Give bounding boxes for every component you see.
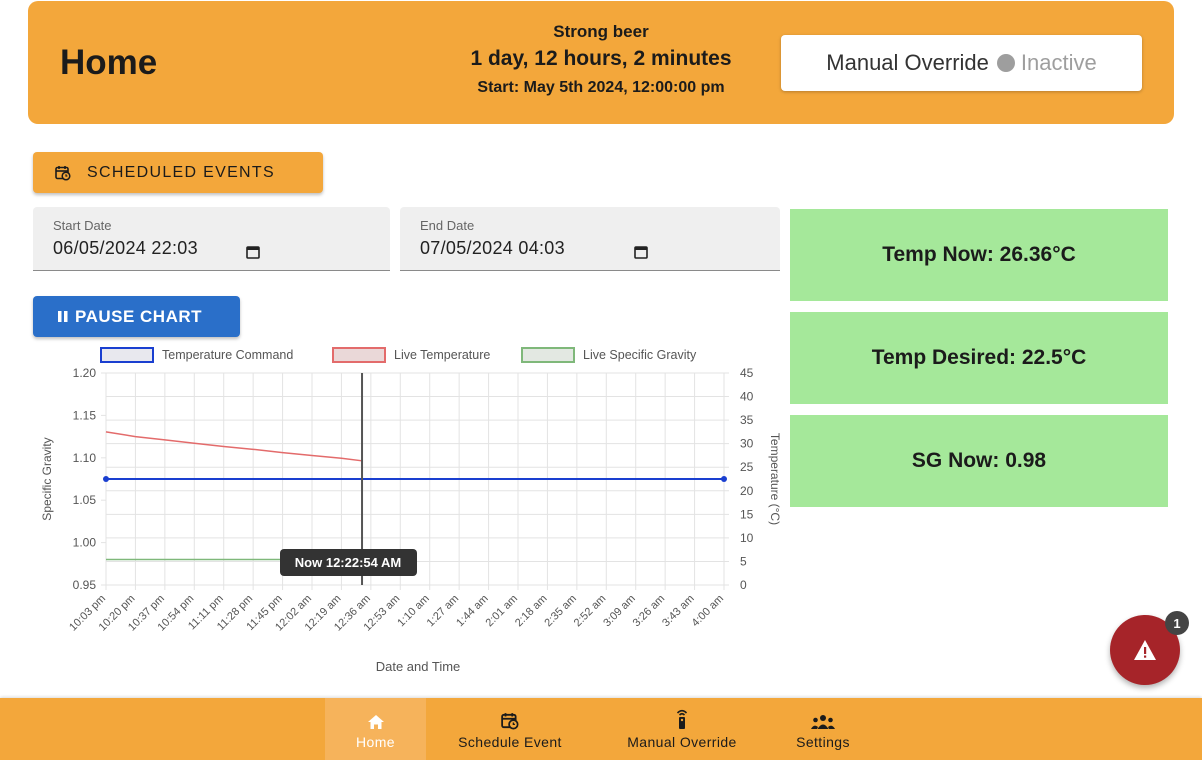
scheduled-events-label: SCHEDULED EVENTS [87, 163, 275, 181]
nav-schedule-event-label: Schedule Event [458, 734, 562, 750]
y-right-tick-label: 15 [740, 507, 754, 521]
data-point [103, 476, 109, 482]
temp-now-card: Temp Now: 26.36°C [790, 209, 1168, 301]
brew-summary: Strong beer 1 day, 12 hours, 2 minutes S… [438, 21, 764, 101]
start-date-field[interactable]: Start Date 06/05/2024 22:03 [33, 207, 390, 271]
legend-swatch [521, 347, 575, 363]
y-right-tick-label: 10 [740, 531, 754, 545]
y-right-tick-label: 0 [740, 578, 747, 592]
y-right-tick-label: 40 [740, 390, 754, 404]
end-date-field[interactable]: End Date 07/05/2024 04:03 [400, 207, 780, 271]
nav-manual-override[interactable]: Manual Override [602, 698, 762, 760]
nav-settings[interactable]: Settings [776, 698, 870, 760]
nav-schedule-event[interactable]: Schedule Event [436, 698, 584, 760]
y-left-tick-label: 1.05 [73, 493, 97, 507]
y-left-tick-label: 1.00 [73, 536, 97, 550]
y-right-tick-label: 25 [740, 460, 754, 474]
nav-home[interactable]: Home [325, 698, 426, 760]
calendar-icon[interactable] [634, 245, 648, 259]
pause-chart-label: PAUSE CHART [75, 306, 203, 326]
legend-label: Live Specific Gravity [583, 348, 697, 362]
alert-button[interactable]: 1 [1110, 611, 1189, 685]
legend-swatch [100, 347, 154, 363]
header-bar: Home Strong beer 1 day, 12 hours, 2 minu… [28, 1, 1174, 124]
temp-now-value: Temp Now: 26.36°C [882, 243, 1076, 266]
y-right-tick-label: 30 [740, 437, 754, 451]
y-right-tick-label: 20 [740, 484, 754, 498]
start-date-value[interactable]: 06/05/2024 22:03 [53, 238, 198, 258]
x-tick-label: 4:00 am [690, 593, 727, 630]
alert-count-badge: 1 [1165, 611, 1189, 635]
x-axis-title: Date and Time [376, 659, 461, 674]
brew-duration: 1 day, 12 hours, 2 minutes [470, 47, 732, 70]
override-status: Inactive [1020, 50, 1097, 75]
start-date-label: Start Date [53, 218, 112, 233]
brew-name: Strong beer [553, 22, 649, 41]
y-left-tick-label: 0.95 [73, 578, 97, 592]
scheduled-events-button[interactable]: SCHEDULED EVENTS [33, 152, 323, 193]
y-left-axis-title: Specific Gravity [40, 437, 54, 520]
end-date-label: End Date [420, 218, 475, 233]
nav-home-label: Home [356, 734, 395, 750]
sg-now-card: SG Now: 0.98 [790, 415, 1168, 507]
pause-chart-button[interactable]: PAUSE CHART [33, 296, 240, 337]
nav-settings-label: Settings [796, 734, 850, 750]
now-tooltip-label: Now 12:22:54 AM [295, 555, 401, 570]
calendar-clock-icon [55, 165, 71, 181]
status-dot-icon [996, 54, 1015, 72]
series-line [105, 431, 363, 462]
now-tooltip [280, 549, 417, 576]
brew-chart: 1.20 1.15 1.10 1.05 1.00 0.95 45 40 35 30 25 20 15 10… [40, 347, 782, 674]
temp-desired-value: Temp Desired: 22.5°C [871, 346, 1087, 369]
remote-icon [676, 709, 688, 729]
manual-override-button[interactable]: Manual Override Inactive [781, 35, 1142, 91]
home-icon [367, 715, 384, 729]
sg-now-value: SG Now: 0.98 [911, 449, 1047, 472]
legend-swatch [332, 347, 386, 363]
pause-icon [58, 311, 68, 322]
temp-desired-card: Temp Desired: 22.5°C [790, 312, 1168, 404]
calendar-icon[interactable] [246, 245, 260, 259]
y-right-tick-label: 5 [740, 554, 747, 568]
data-point [721, 476, 727, 482]
brew-start: Start: May 5th 2024, 12:00:00 pm [477, 79, 725, 96]
nav-manual-override-label: Manual Override [627, 734, 737, 750]
y-left-tick-label: 1.10 [73, 451, 97, 465]
y-right-tick-label: 35 [740, 413, 754, 427]
y-right-tick-label: 45 [740, 366, 754, 380]
calendar-clock-icon [501, 713, 519, 730]
override-label: Manual Override [826, 50, 989, 75]
end-date-value[interactable]: 07/05/2024 04:03 [420, 238, 565, 258]
y-left-tick-label: 1.15 [73, 408, 97, 422]
y-right-axis-title: Temperature (°C) [768, 433, 782, 525]
warning-icon [1134, 640, 1156, 660]
alert-circle[interactable] [1110, 615, 1180, 685]
legend-label: Temperature Command [162, 348, 293, 362]
y-left-tick-label: 1.20 [73, 366, 97, 380]
legend-label: Live Temperature [394, 348, 490, 362]
group-icon [811, 715, 835, 729]
page-title: Home [60, 43, 158, 82]
bottom-navigation: Home Schedule Event [0, 698, 1202, 760]
